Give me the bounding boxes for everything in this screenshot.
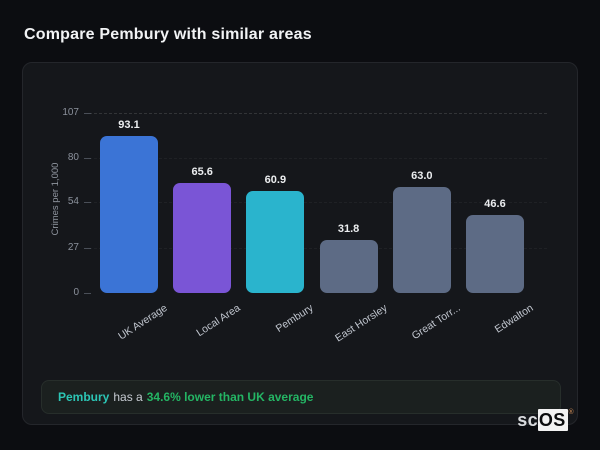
bar-local-area[interactable] [173,182,232,293]
logo-os-badge: OS [537,409,568,431]
bar-value-label: 60.9 [264,173,287,186]
registered-trademark-icon: ® [568,409,574,416]
y-tick-label: 0 [73,287,79,298]
y-tick-label: 27 [67,241,79,253]
chart-card: Crimes per 1,000 0 27 54 80 107 93.1 65.6 60.9… [22,62,578,425]
bar-value-label: 31.8 [337,222,360,235]
y-tick-label: 54 [67,196,79,208]
bar-value-label: 65.6 [191,165,213,178]
bar-east-horsley[interactable] [319,239,378,293]
y-tick-label: 107 [62,107,79,118]
bar-value-label: 63.0 [411,170,433,183]
bar-chart: Crimes per 1,000 0 27 54 80 107 93.1 65.6 60.9… [23,63,579,363]
y-tick-mark [84,247,91,249]
bar-edwalton[interactable] [466,214,524,293]
gridline-27 [89,247,547,249]
y-tick-mark [84,158,91,160]
note-connector-text: has a [113,390,143,404]
y-tick-label: 80 [67,152,79,164]
bar-uk-average[interactable] [100,136,158,293]
y-tick-mark [84,202,91,204]
gridline-107 [89,113,547,114]
scos-logo: sc OS ® [517,409,574,431]
y-tick-mark [84,113,91,114]
bar-value-label: 46.6 [484,197,506,210]
bar-great-torr[interactable] [392,187,451,293]
note-highlight-stat: 34.6% lower than UK average [146,390,314,404]
comparison-note: Pembury has a 34.6% lower than UK averag… [41,380,561,414]
page-title: Compare Pembury with similar areas [24,26,312,43]
y-tick-mark [84,293,91,294]
note-subject-area: Pembury [58,390,110,404]
bar-pembury[interactable] [246,190,305,293]
gridline-80 [89,158,547,160]
logo-sc-text: sc [517,410,538,430]
gridline-54 [89,202,547,204]
bar-value-label: 93.1 [118,119,140,132]
